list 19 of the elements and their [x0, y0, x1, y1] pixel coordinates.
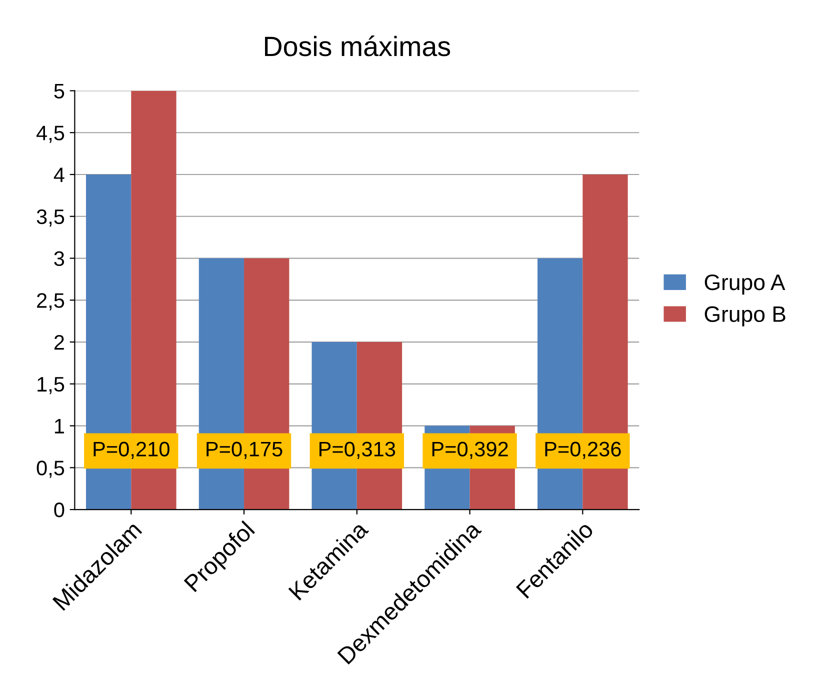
- y-tick-label: 3,5: [36, 209, 64, 227]
- legend-label: Grupo B: [704, 306, 786, 326]
- y-tick-label: 5: [54, 84, 64, 98]
- annotation: P=0,175: [206, 442, 282, 459]
- chart-title: Dosis máximas: [265, 36, 450, 56]
- annotation: P=0,236: [545, 442, 621, 459]
- y-tick-label: 2: [54, 335, 64, 350]
- y-tick-label: 4,5: [36, 126, 64, 143]
- y-tick-label: 4: [54, 168, 64, 182]
- y-tick-label: 1: [54, 418, 64, 434]
- y-tick-label: 0,5: [36, 460, 64, 478]
- y-tick-label: 0: [54, 502, 64, 518]
- y-tick-label: 2,5: [37, 293, 64, 310]
- annotation: P=0,392: [432, 442, 508, 459]
- annotation: P=0,210: [94, 442, 170, 459]
- y-tick-label: 1,5: [38, 377, 64, 394]
- legend-label: Grupo A: [704, 274, 786, 295]
- annotation: P=0,313: [320, 442, 396, 459]
- y-tick-label: 3: [54, 251, 64, 266]
